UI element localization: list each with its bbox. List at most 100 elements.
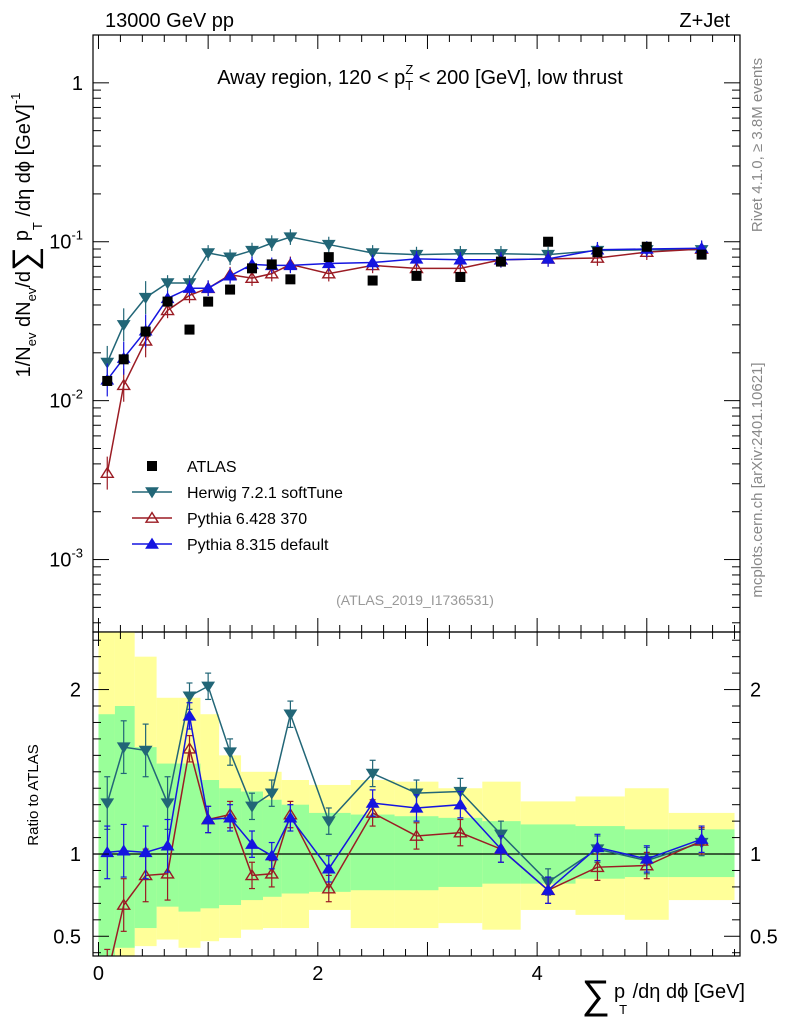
ratio-tick-label-right: 1	[750, 844, 761, 866]
legend-marker-pythia-6-428-370	[144, 511, 160, 523]
point-pythia-6-428-370	[590, 251, 605, 263]
point-herwig-7-2-1-softtune	[201, 248, 216, 260]
y-tick-exponent: -1	[71, 228, 83, 243]
ratio-point-pythia-8-315-default	[283, 811, 298, 823]
ratio-point-herwig-7-2-1-softtune	[100, 798, 115, 810]
y-tick-exponent: -2	[71, 387, 83, 402]
ratio-point-pythia-6-428-370	[365, 806, 380, 818]
point-herwig-7-2-1-softtune	[365, 248, 380, 260]
ratio-series-group	[100, 672, 709, 956]
point-atlas	[266, 259, 277, 270]
ratio-point-herwig-7-2-1-softtune	[138, 745, 153, 757]
ratio-frame	[92, 631, 741, 957]
y-tick-label: 1	[72, 73, 83, 95]
point-atlas	[184, 324, 195, 335]
ratio-point-pythia-6-428-370	[409, 829, 424, 841]
band-inner-bin	[200, 780, 220, 909]
ratio-point-pythia-8-315-default	[639, 852, 654, 864]
legend-label-atlas: ATLAS	[187, 459, 237, 476]
point-pythia-8-315-default	[201, 281, 216, 293]
legend: ATLAS Herwig 7.2.1 softTune Pythia 6.428 3…	[132, 459, 343, 554]
ratio-point-herwig-7-2-1-softtune	[283, 709, 298, 721]
x-axis-label: ∑ p T /dη dϕ [GeV]	[581, 973, 745, 1017]
point-pythia-6-428-370	[182, 288, 197, 301]
main-plot: 10-310-210-11	[49, 34, 741, 633]
point-pythia-8-315-default	[365, 256, 380, 268]
ratio-point-pythia-8-315-default	[116, 844, 131, 856]
ratio-point-pythia-8-315-default	[694, 832, 709, 844]
ratio-point-pythia-6-428-370	[590, 860, 605, 873]
x-tick-label: 4	[532, 963, 543, 985]
ratio-point-herwig-7-2-1-softtune	[365, 768, 380, 780]
ratio-point-pythia-8-315-default	[223, 811, 237, 823]
ratio-point-herwig-7-2-1-softtune	[245, 801, 259, 813]
ratio-point-herwig-7-2-1-softtune	[201, 681, 216, 693]
ratio-point-pythia-8-315-default	[590, 841, 605, 853]
ratio-y-axis-label: Ratio to ATLAS	[25, 744, 42, 845]
y-tick-label: 10-2	[49, 387, 83, 413]
y-tick-label: 10-1	[49, 228, 83, 254]
point-pythia-8-315-default	[453, 253, 468, 265]
ratio-point-pythia-8-315-default	[138, 846, 153, 858]
point-herwig-7-2-1-softtune	[223, 252, 237, 264]
band-inner-bin	[114, 706, 135, 948]
ratio-tick-label-right: 0.5	[750, 926, 778, 948]
x-tick-label: 0	[93, 963, 104, 985]
point-pythia-8-315-default	[223, 269, 237, 281]
ratio-point-pythia-6-428-370	[182, 742, 197, 754]
point-atlas	[592, 247, 603, 258]
ratio-tick-label-left: 2	[70, 680, 81, 702]
y-tick-label: 10-3	[49, 546, 83, 572]
point-atlas	[140, 326, 151, 337]
y-tick-exponent: -3	[71, 546, 83, 561]
legend-marker-herwig-7-2-1-softtune	[145, 487, 159, 499]
point-pythia-8-315-default	[541, 252, 555, 264]
side-mcplots-label: mcplots.cern.ch [arXiv:2401.10621]	[749, 362, 766, 597]
point-atlas	[696, 249, 707, 260]
ratio-point-pythia-6-428-370	[244, 868, 260, 881]
ratio-point-pythia-8-315-default	[264, 849, 279, 861]
ratio-tick-label-right: 2	[750, 680, 761, 702]
ratio-tick-label-left: 1	[70, 844, 81, 866]
point-pythia-8-315-default	[409, 252, 424, 264]
ratio-point-pythia-6-428-370	[321, 881, 337, 894]
point-pythia-8-315-default	[283, 259, 298, 271]
point-atlas	[225, 284, 236, 295]
point-pythia-6-428-370	[264, 266, 280, 279]
ratio-point-herwig-7-2-1-softtune	[116, 742, 131, 754]
y-tick-base: 10	[49, 550, 71, 572]
point-pythia-8-315-default	[182, 281, 197, 293]
ratio-point-pythia-8-315-default	[409, 801, 424, 813]
point-herwig-7-2-1-softtune	[283, 232, 298, 244]
point-atlas	[495, 256, 506, 267]
point-pythia-6-428-370	[160, 303, 175, 316]
point-pythia-8-315-default	[321, 257, 336, 269]
ratio-point-pythia-8-315-default	[365, 796, 380, 808]
ratio-point-pythia-8-315-default	[494, 842, 508, 854]
point-herwig-7-2-1-softtune	[245, 245, 259, 257]
ratio-point-pythia-8-315-default	[182, 709, 197, 721]
point-herwig-7-2-1-softtune	[116, 320, 131, 332]
chart-title: Away region, 120 < pZ T < 200 [GeV], low …	[217, 62, 623, 93]
ratio-point-herwig-7-2-1-softtune	[409, 788, 424, 800]
point-herwig-7-2-1-softtune	[160, 278, 175, 290]
main-series-group	[99, 229, 709, 490]
y-tick-base: 10	[49, 391, 71, 413]
ratio-tick-label-left: 0.5	[53, 926, 81, 948]
ratio-point-herwig-7-2-1-softtune	[264, 788, 279, 800]
line-pythia-6-428-370	[106, 248, 702, 474]
point-atlas	[247, 263, 258, 274]
legend-label-pythia-8-315-default: Pythia 8.315 default	[187, 537, 329, 554]
ratio-point-pythia-6-428-370	[116, 898, 131, 910]
energy-label: 13000 GeV pp	[105, 10, 234, 32]
ratio-point-herwig-7-2-1-softtune	[182, 691, 197, 703]
legend-label-pythia-6-428-370: Pythia 6.428 370	[187, 511, 307, 528]
ratio-point-pythia-8-315-default	[541, 883, 555, 895]
point-atlas	[411, 270, 422, 281]
point-atlas	[285, 274, 296, 285]
point-herwig-7-2-1-softtune	[138, 292, 153, 304]
point-atlas	[641, 241, 652, 252]
point-atlas	[543, 236, 554, 247]
ratio-point-pythia-8-315-default	[321, 862, 336, 874]
process-label: Z+Jet	[679, 10, 730, 32]
